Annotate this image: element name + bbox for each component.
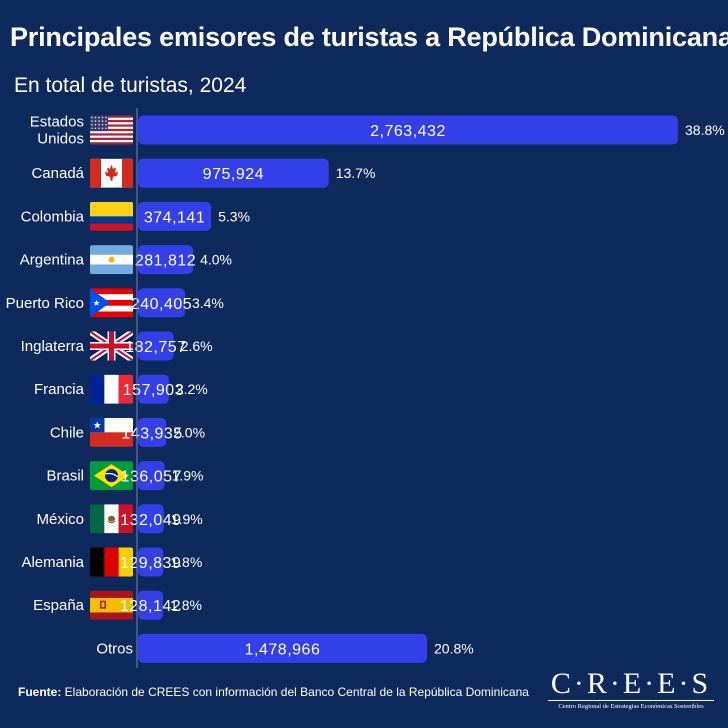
spain-flag-icon	[90, 590, 133, 620]
bar-value-label: 240,405	[131, 296, 192, 313]
chart-title: Principales emisores de turistas a Repúb…	[10, 22, 728, 52]
category-label: Inglaterra	[21, 338, 85, 355]
bar-percent-label: 1.9%	[171, 511, 203, 527]
bar-value-label: 374,141	[144, 209, 205, 226]
bar	[138, 461, 165, 491]
category-label: España	[33, 597, 85, 614]
colombia-flag-icon	[90, 201, 133, 231]
bar-percent-label: 1.9%	[172, 468, 204, 484]
bar-value-label: 975,924	[203, 166, 264, 183]
bar-value-label: 132,049	[120, 512, 181, 529]
bar	[138, 158, 329, 188]
bar	[138, 245, 194, 275]
mexico-flag-icon	[90, 504, 133, 534]
bar	[138, 417, 167, 447]
bar	[138, 115, 678, 145]
category-label: Chile	[50, 424, 84, 441]
france-flag-icon	[90, 374, 133, 404]
germany-flag-icon	[90, 547, 133, 577]
bar	[138, 504, 164, 534]
bar-value-label: 182,757	[125, 339, 186, 356]
bar-value-label: 128,142	[120, 598, 181, 615]
bar-percent-label: 2.0%	[173, 424, 205, 440]
us-flag-icon	[90, 115, 133, 145]
chile-flag-icon	[90, 417, 133, 447]
bar	[138, 590, 164, 620]
category-label: Otros	[96, 640, 133, 657]
bar-percent-label: 1.8%	[170, 597, 202, 613]
bar-value-label: 281,812	[135, 253, 196, 270]
category-label: Estados Unidos	[30, 114, 84, 148]
bar-percent-label: 3.4%	[192, 295, 224, 311]
brazil-flag-icon	[90, 461, 133, 491]
bar	[138, 374, 169, 404]
source-label: Fuente:	[18, 685, 62, 699]
category-label: Puerto Rico	[6, 295, 84, 312]
bar-percent-label: 2.2%	[176, 381, 208, 397]
bar	[138, 331, 174, 361]
bar-percent-label: 13.7%	[336, 165, 376, 181]
bar	[138, 547, 164, 577]
bar-value-label: 136,057	[121, 469, 182, 486]
canada-flag-icon	[90, 158, 133, 188]
bar-value-label: 129,839	[120, 555, 181, 572]
chart-subtitle: En total de turistas, 2024	[14, 74, 247, 97]
bar-value-label: 157,903	[123, 382, 184, 399]
bar-value-label: 1,478,966	[245, 641, 321, 658]
category-label: Colombia	[21, 208, 85, 225]
bar-value-label: 2,763,432	[370, 123, 446, 140]
category-label: Canadá	[31, 165, 84, 182]
source-note: Fuente: Elaboración de CREES con informa…	[18, 685, 529, 699]
bar-percent-label: 2.6%	[181, 338, 213, 354]
uk-flag-icon	[90, 331, 133, 361]
logo-name: C·R·E·E·S	[550, 667, 712, 700]
category-label: México	[36, 511, 84, 528]
bar-percent-label: 4.0%	[200, 252, 232, 268]
argentina-flag-icon	[90, 245, 133, 275]
bar	[138, 633, 428, 663]
bar	[138, 201, 212, 231]
category-label: Alemania	[21, 554, 84, 571]
source-text: Elaboración de CREES con información del…	[61, 685, 529, 699]
crees-logo: C·R·E·E·S Centro Regional de Estrategias…	[548, 668, 714, 710]
puerto-rico-flag-icon	[90, 288, 133, 318]
bar-percent-label: 38.8%	[685, 122, 725, 138]
logo-tagline: Centro Regional de Estrategias Económica…	[548, 700, 714, 710]
category-label: Argentina	[20, 252, 85, 269]
category-label: Brasil	[46, 468, 84, 485]
bar-percent-label: 1.8%	[170, 554, 202, 570]
bar	[138, 288, 185, 318]
bar-percent-label: 5.3%	[218, 208, 250, 224]
category-label: Francia	[34, 381, 85, 398]
bar-percent-label: 20.8%	[434, 640, 474, 656]
